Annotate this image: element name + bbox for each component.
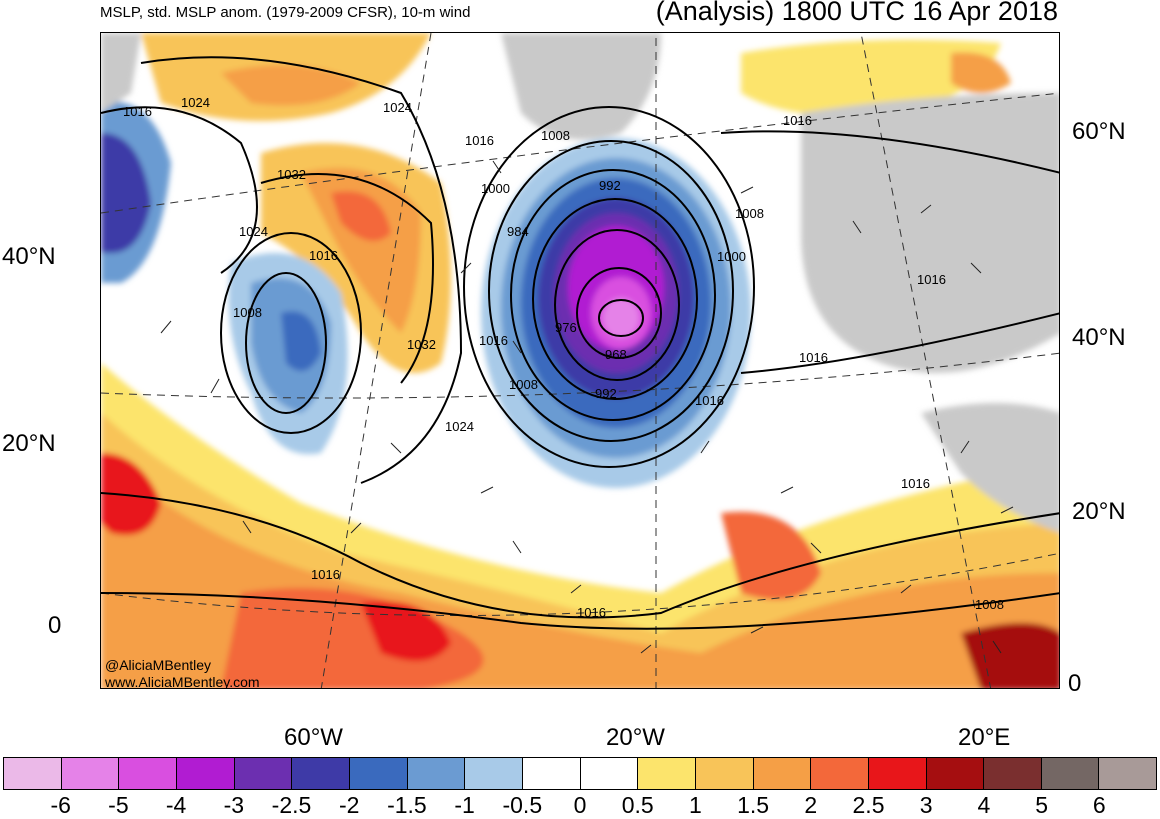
colorbar-tick-label: 0.5 bbox=[621, 792, 654, 818]
colorbar-tick-label: 4 bbox=[977, 792, 991, 818]
contour-label: 1032 bbox=[407, 337, 436, 352]
colorbar-swatch bbox=[811, 758, 869, 789]
graticule bbox=[101, 33, 1059, 688]
contour-label: 1024 bbox=[383, 100, 412, 115]
colorbar-swatch bbox=[926, 758, 985, 789]
colorbar-swatch bbox=[4, 758, 62, 789]
lon-label-60w: 60°W bbox=[284, 724, 343, 751]
colorbar-tick-label: -3 bbox=[223, 792, 245, 818]
contour-label: 1016 bbox=[783, 113, 812, 128]
contour-label: 1016 bbox=[123, 104, 152, 119]
contour-label: 984 bbox=[507, 224, 529, 239]
contour-label: 1016 bbox=[917, 272, 946, 287]
colorbar-swatch bbox=[984, 758, 1042, 789]
contour-labels: 1016 1024 1024 1032 1024 1016 1008 1032 … bbox=[123, 95, 1004, 620]
colorbar-swatch bbox=[1041, 758, 1100, 789]
colorbar-swatch bbox=[868, 758, 927, 789]
contour-label: 1008 bbox=[541, 128, 570, 143]
colorbar-swatch bbox=[1099, 758, 1157, 789]
contour-label: 1000 bbox=[717, 249, 746, 264]
contour-label: 968 bbox=[605, 347, 627, 362]
colorbar-tick-label: 2.5 bbox=[852, 792, 885, 818]
credit-website: www.AliciaMBentley.com bbox=[104, 674, 260, 689]
contour-label: 992 bbox=[595, 386, 617, 401]
lat-label-left-0: 0 bbox=[48, 612, 62, 639]
colorbar-swatch bbox=[349, 758, 408, 789]
contour-label: 1016 bbox=[309, 248, 338, 263]
map-title: MSLP, std. MSLP anom. (1979-2009 CFSR), … bbox=[100, 4, 471, 21]
contour-label: 1024 bbox=[181, 95, 210, 110]
colorbar-tick-label: -1.5 bbox=[387, 792, 427, 818]
contour-label: 976 bbox=[555, 320, 577, 335]
colorbar-tick-label: -0.5 bbox=[502, 792, 543, 818]
colorbar-tick-label: -2.5 bbox=[271, 792, 312, 818]
contour-label: 1016 bbox=[901, 476, 930, 491]
contour-label: 1008 bbox=[509, 377, 538, 392]
colorbar-swatch bbox=[61, 758, 120, 789]
contour-label: 992 bbox=[599, 178, 621, 193]
lon-label-20w: 20°W bbox=[606, 724, 665, 751]
credit-handle: @AliciaMBentley bbox=[105, 657, 211, 673]
contour-label: 1024 bbox=[239, 224, 268, 239]
contour-label: 1016 bbox=[695, 393, 724, 408]
contour-label: 1016 bbox=[465, 133, 494, 148]
colorbar-tick-label: 6 bbox=[1092, 792, 1106, 818]
colorbar-swatch bbox=[638, 758, 696, 789]
colorbar-tick-label: 0 bbox=[573, 792, 587, 818]
colorbar-swatch bbox=[234, 758, 293, 789]
lat-label-right-60n: 60°N bbox=[1072, 118, 1126, 145]
contour-label: 1016 bbox=[479, 333, 508, 348]
lat-label-left-20n: 20°N bbox=[2, 430, 56, 457]
colorbar-swatch bbox=[176, 758, 235, 789]
wind-barbs bbox=[160, 160, 1014, 654]
weather-map: 1016 1024 1024 1032 1024 1016 1008 1032 … bbox=[101, 33, 1059, 689]
colorbar-swatch bbox=[522, 758, 581, 789]
colorbar-tick-label: -2 bbox=[338, 792, 360, 818]
colorbar-swatch bbox=[753, 758, 812, 789]
colorbar-tick-label: -1 bbox=[454, 792, 475, 818]
colorbar-tick-label: -4 bbox=[165, 792, 187, 818]
lon-label-20e: 20°E bbox=[958, 724, 1011, 751]
colorbar-swatch bbox=[580, 758, 639, 789]
contour-label: 1008 bbox=[233, 305, 262, 320]
colorbar-tick-label: 5 bbox=[1035, 792, 1048, 818]
contour-label: 1016 bbox=[799, 350, 828, 365]
colorbar-tick-label: -6 bbox=[50, 792, 71, 818]
colorbar-swatch bbox=[119, 758, 177, 789]
contour-label: 1000 bbox=[481, 181, 510, 196]
lat-label-right-0: 0 bbox=[1068, 670, 1082, 697]
colorbar-tick-label: 1 bbox=[688, 792, 702, 818]
contour-label: 1016 bbox=[577, 605, 606, 620]
colorbar-tick-label: 2 bbox=[804, 792, 818, 818]
colorbar-tick-label: 3 bbox=[919, 792, 933, 818]
analysis-time: (Analysis) 1800 UTC 16 Apr 2018 bbox=[655, 0, 1058, 26]
colorbar-tick-label: -5 bbox=[108, 792, 129, 818]
anomaly-colorbar bbox=[3, 757, 1157, 790]
colorbar-tick-label: 1.5 bbox=[737, 792, 770, 818]
contour-label: 1016 bbox=[311, 567, 340, 582]
contour-label: 1008 bbox=[735, 206, 764, 221]
contour-label: 1024 bbox=[445, 419, 474, 434]
isobars bbox=[101, 56, 1059, 630]
contour-label: 1032 bbox=[277, 167, 306, 182]
lat-label-right-40n: 40°N bbox=[1072, 324, 1126, 351]
lat-label-left-40n: 40°N bbox=[2, 243, 56, 270]
colorbar-swatch bbox=[407, 758, 466, 789]
map-panel: 1016 1024 1024 1032 1024 1016 1008 1032 … bbox=[100, 32, 1060, 689]
lat-label-right-20n: 20°N bbox=[1072, 498, 1126, 525]
colorbar-swatch bbox=[292, 758, 350, 789]
colorbar-swatch bbox=[695, 758, 754, 789]
contour-label: 1008 bbox=[975, 597, 1004, 612]
colorbar-swatch bbox=[465, 758, 523, 789]
